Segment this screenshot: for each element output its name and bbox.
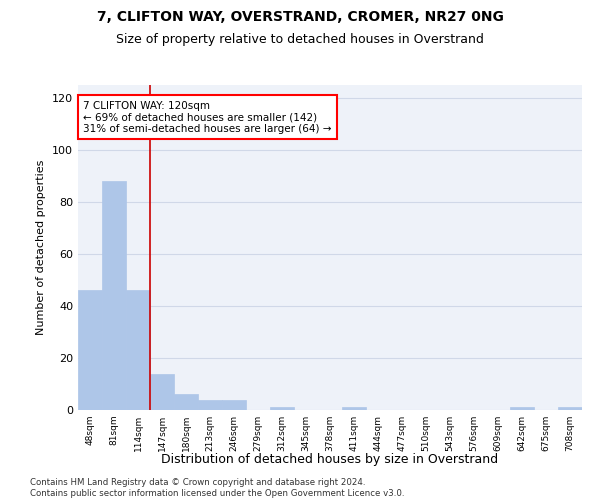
Bar [342, 408, 366, 410]
Text: Contains HM Land Registry data © Crown copyright and database right 2024.
Contai: Contains HM Land Registry data © Crown c… [30, 478, 404, 498]
Bar [198, 400, 222, 410]
Bar [78, 290, 102, 410]
Bar [510, 408, 534, 410]
Bar [558, 408, 582, 410]
Bar [222, 400, 246, 410]
Text: Size of property relative to detached houses in Overstrand: Size of property relative to detached ho… [116, 32, 484, 46]
Bar [150, 374, 174, 410]
Bar [102, 181, 126, 410]
Bar [126, 290, 150, 410]
Text: Distribution of detached houses by size in Overstrand: Distribution of detached houses by size … [161, 452, 499, 466]
Text: 7, CLIFTON WAY, OVERSTRAND, CROMER, NR27 0NG: 7, CLIFTON WAY, OVERSTRAND, CROMER, NR27… [97, 10, 503, 24]
Bar [174, 394, 198, 410]
Bar [270, 408, 294, 410]
Y-axis label: Number of detached properties: Number of detached properties [37, 160, 46, 335]
Text: 7 CLIFTON WAY: 120sqm
← 69% of detached houses are smaller (142)
31% of semi-det: 7 CLIFTON WAY: 120sqm ← 69% of detached … [83, 100, 331, 134]
